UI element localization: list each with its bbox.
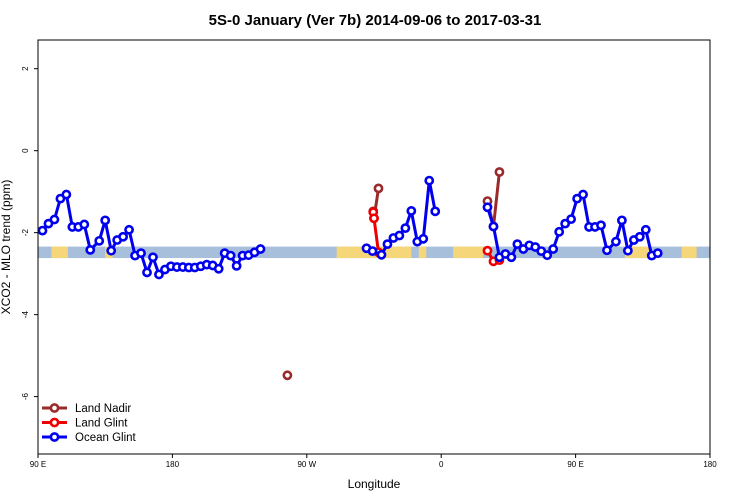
data-point <box>616 215 627 226</box>
data-point <box>542 250 553 261</box>
land-segment <box>624 246 651 259</box>
legend-item: Land Glint <box>42 418 128 430</box>
data-point <box>634 231 645 242</box>
plot-frame <box>37 39 711 455</box>
x-tick-label: 90 W <box>297 460 316 469</box>
y-tick-label: -4 <box>21 311 30 319</box>
data-point <box>61 189 72 200</box>
data-point <box>482 202 493 213</box>
data-point <box>512 239 523 250</box>
legend-label: Land Nadir <box>75 403 131 415</box>
data-point <box>400 223 411 234</box>
data-point <box>124 224 134 235</box>
data-point <box>282 370 293 381</box>
data-point <box>37 225 48 236</box>
data-point <box>652 248 663 259</box>
data-point <box>482 245 493 256</box>
data-point <box>554 226 565 237</box>
data-point <box>622 245 633 256</box>
y-axis-label: XCO2 - MLO trend (ppm) <box>0 180 13 315</box>
x-tick-label: 180 <box>166 460 180 469</box>
series-ocean-glint <box>37 175 663 280</box>
land-segment <box>453 246 484 259</box>
data-point <box>369 213 379 224</box>
x-tick-label: 90 E <box>30 460 46 469</box>
data-point <box>418 233 429 244</box>
data-point <box>79 219 90 230</box>
data-point <box>225 250 236 261</box>
y-tick-label: -2 <box>21 229 30 237</box>
land-segment <box>418 246 427 259</box>
y-tick-label: 2 <box>21 66 30 71</box>
data-point <box>255 244 266 254</box>
data-point <box>596 220 606 231</box>
legend-marker <box>49 417 60 428</box>
data-point <box>85 244 96 255</box>
data-point <box>376 249 387 260</box>
data-point <box>611 236 621 247</box>
data-point <box>373 183 384 194</box>
data-point <box>49 214 60 225</box>
chart-title: 5S-0 January (Ver 7b) 2014-09-06 to 2017… <box>209 12 542 29</box>
x-tick-label: 90 E <box>567 460 583 469</box>
data-point <box>118 231 129 242</box>
legend-marker <box>49 403 60 413</box>
data-point <box>602 245 612 256</box>
data-point <box>424 175 435 186</box>
data-point <box>136 248 146 259</box>
data-point <box>100 215 111 226</box>
data-point <box>578 189 588 200</box>
land-segment <box>51 246 68 259</box>
legend-item: Land Nadir <box>42 403 131 415</box>
data-point <box>560 218 571 229</box>
legend: Land Nadir Land Glint Ocean Glint <box>42 403 137 444</box>
legend-marker <box>49 432 60 442</box>
x-tick-label: 0 <box>439 460 444 469</box>
data-point <box>548 244 559 254</box>
data-point <box>506 252 517 263</box>
y-tick-label: -6 <box>21 393 30 401</box>
x-tick-label: 180 <box>703 460 717 469</box>
data-point <box>94 235 105 246</box>
data-point <box>640 224 651 235</box>
series-line <box>41 193 262 276</box>
data-point <box>106 245 117 256</box>
data-point <box>367 246 378 256</box>
x-axis-label: Longitude <box>348 477 401 491</box>
legend-label: Ocean Glint <box>75 432 137 444</box>
legend-label: Land Glint <box>75 418 128 430</box>
y-tick-label: 0 <box>21 148 30 153</box>
data-point <box>231 260 242 271</box>
data-point <box>148 252 158 263</box>
data-point <box>394 230 405 241</box>
data-point <box>142 267 152 278</box>
data-point <box>430 206 441 217</box>
land-segment <box>681 246 697 259</box>
data-point <box>488 221 499 232</box>
y-axis: 2 0 -2 -4 -6 <box>21 66 38 400</box>
x-axis: 90 E 180 90 W 0 90 E 180 <box>30 454 717 469</box>
data-point <box>494 167 505 177</box>
data-point <box>213 263 224 274</box>
series-land-nadir <box>282 167 505 381</box>
data-point <box>382 239 393 250</box>
data-point <box>154 269 164 280</box>
data-point <box>566 214 577 225</box>
legend-item: Ocean Glint <box>42 432 137 444</box>
series-layer <box>37 167 663 381</box>
data-point <box>406 206 417 216</box>
